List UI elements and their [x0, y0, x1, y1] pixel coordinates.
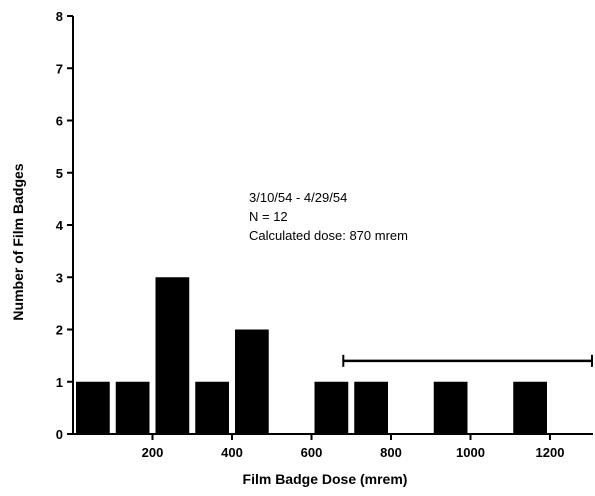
x-tick-label-5: 1200 [536, 445, 565, 460]
bar-3 [195, 381, 229, 434]
y-tick-label-2: 2 [56, 323, 63, 338]
y-tick-label-4: 4 [56, 218, 64, 233]
bar-8 [513, 381, 547, 434]
bar-4 [235, 329, 269, 434]
x-tick-label-3: 800 [380, 445, 402, 460]
annotation-line-1: N = 12 [249, 209, 288, 224]
x-axis-title: Film Badge Dose (mrem) [243, 471, 408, 487]
bar-0 [76, 381, 110, 434]
x-tick-label-4: 1000 [456, 445, 485, 460]
y-tick-label-8: 8 [56, 9, 63, 24]
x-tick-label-1: 400 [221, 445, 243, 460]
y-tick-label-7: 7 [56, 61, 63, 76]
y-tick-label-3: 3 [56, 270, 63, 285]
bar-2 [155, 277, 190, 434]
x-axis-ticks: 200 400 600 800 1000 1200 [142, 434, 565, 460]
annotation-block: 3/10/54 - 4/29/54 N = 12 Calculated dose: … [249, 190, 408, 243]
x-tick-label-0: 200 [142, 445, 164, 460]
annotation-line-0: 3/10/54 - 4/29/54 [249, 190, 347, 205]
x-tick-label-2: 600 [301, 445, 323, 460]
bar-6 [354, 381, 388, 434]
y-tick-label-1: 1 [56, 375, 63, 390]
y-axis-ticks: 0 1 2 3 4 5 6 7 8 [56, 9, 73, 442]
dose-range-bar [342, 354, 593, 367]
bar-5 [314, 381, 349, 434]
y-tick-label-6: 6 [56, 114, 63, 129]
bars-group [76, 277, 547, 434]
bar-7 [433, 381, 468, 434]
annotation-line-2: Calculated dose: 870 mrem [249, 228, 408, 243]
y-tick-label-0: 0 [56, 427, 63, 442]
bar-1 [115, 381, 150, 434]
y-axis-title: Number of Film Badges [10, 163, 26, 320]
y-tick-label-5: 5 [56, 166, 63, 181]
